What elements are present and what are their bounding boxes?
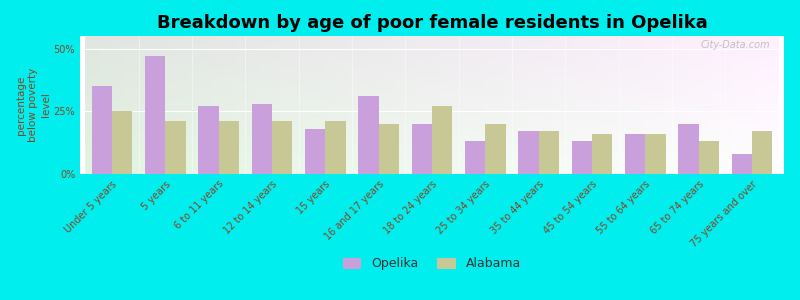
Bar bbox=[432, 106, 452, 174]
Bar bbox=[218, 121, 239, 174]
Bar bbox=[198, 106, 218, 174]
Y-axis label: percentage
below poverty
level: percentage below poverty level bbox=[16, 68, 50, 142]
Bar bbox=[592, 134, 612, 174]
Bar bbox=[112, 111, 132, 174]
Bar bbox=[752, 131, 772, 174]
Bar bbox=[412, 124, 432, 174]
Bar bbox=[252, 104, 272, 174]
Legend: Opelika, Alabama: Opelika, Alabama bbox=[338, 252, 526, 275]
Bar bbox=[378, 124, 399, 174]
Bar bbox=[272, 121, 292, 174]
Bar bbox=[166, 121, 186, 174]
Bar bbox=[698, 141, 719, 174]
Bar bbox=[465, 141, 486, 174]
Bar bbox=[518, 131, 538, 174]
Bar bbox=[572, 141, 592, 174]
Bar bbox=[625, 134, 646, 174]
Bar bbox=[305, 129, 326, 174]
Bar bbox=[358, 96, 378, 174]
Bar bbox=[92, 86, 112, 174]
Bar bbox=[145, 56, 166, 174]
Bar bbox=[326, 121, 346, 174]
Bar bbox=[486, 124, 506, 174]
Text: City-Data.com: City-Data.com bbox=[700, 40, 770, 50]
Title: Breakdown by age of poor female residents in Opelika: Breakdown by age of poor female resident… bbox=[157, 14, 707, 32]
Bar bbox=[646, 134, 666, 174]
Bar bbox=[732, 154, 752, 174]
Bar bbox=[538, 131, 559, 174]
Bar bbox=[678, 124, 698, 174]
